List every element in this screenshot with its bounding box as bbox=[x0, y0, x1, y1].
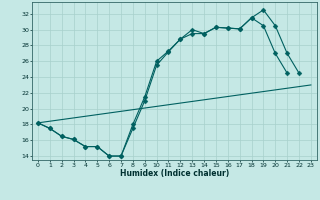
X-axis label: Humidex (Indice chaleur): Humidex (Indice chaleur) bbox=[120, 169, 229, 178]
